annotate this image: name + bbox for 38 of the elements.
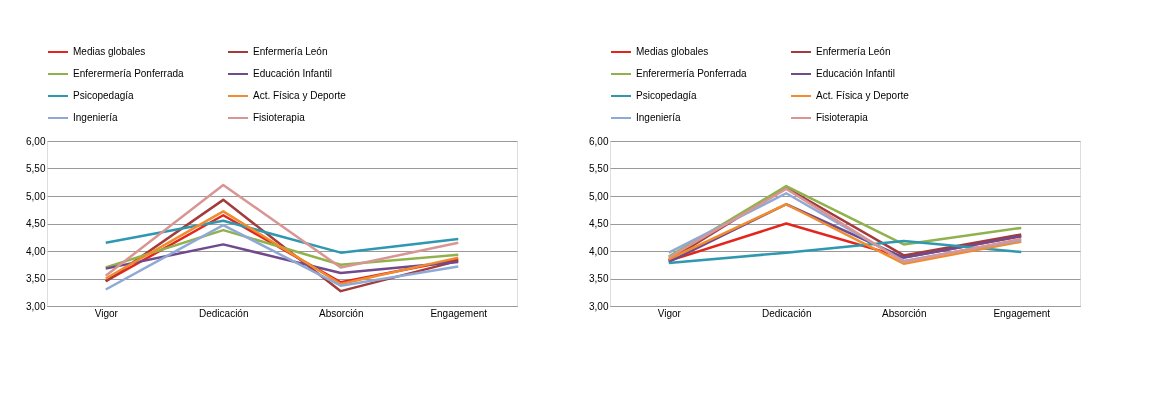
x-tick-label: Engagement [430,307,488,319]
y-tick-label: 4,50 [589,218,609,229]
x-tick-label: Vigor [657,307,682,319]
y-tick-label: 6,00 [26,135,46,147]
x-tick-label: Dedicación [199,307,249,319]
y-tick-label: 5,00 [589,190,609,202]
legend-label: Enfermería León [816,46,891,57]
legend-label: Fisioterapia [253,112,306,123]
legend-label: Ingeniería [636,112,681,123]
legend-label: Enfermería León [253,46,328,57]
y-tick-label: 5,00 [26,190,46,202]
legend-label: Enferermería Ponferrada [73,68,185,79]
legend-label: Educación Infantil [816,68,895,79]
x-tick-label: Dedicación [762,307,812,319]
y-tick-label: 4,00 [589,245,609,257]
legend-label: Educación Infantil [253,68,332,79]
y-tick-label: 3,50 [589,273,609,284]
y-tick-label: 5,50 [589,163,609,174]
y-tick-label: 5,50 [26,163,46,174]
legend-label: Medias globales [73,46,146,57]
y-tick-label: 6,00 [589,135,609,147]
y-tick-label: 4,50 [26,218,46,229]
y-tick-label: 3,50 [26,273,46,284]
legend-label: Psicopedagía [73,90,135,101]
y-tick-label: 4,00 [26,245,46,257]
y-tick-label: 3,00 [589,300,609,312]
legend-label: Act. Física y Deporte [816,90,910,101]
x-tick-label: Absorción [882,307,927,319]
legend-label: Enferermería Ponferrada [636,68,748,79]
x-tick-label: Engagement [993,307,1051,319]
legend-label: Ingeniería [73,112,118,123]
legend-label: Fisioterapia [816,112,869,123]
y-tick-label: 3,00 [26,300,46,312]
legend-label: Psicopedagía [636,90,698,101]
legend-label: Act. Física y Deporte [253,90,347,101]
x-tick-label: Vigor [94,307,119,319]
legend-label: Medias globales [636,46,709,57]
x-tick-label: Absorción [319,307,364,319]
